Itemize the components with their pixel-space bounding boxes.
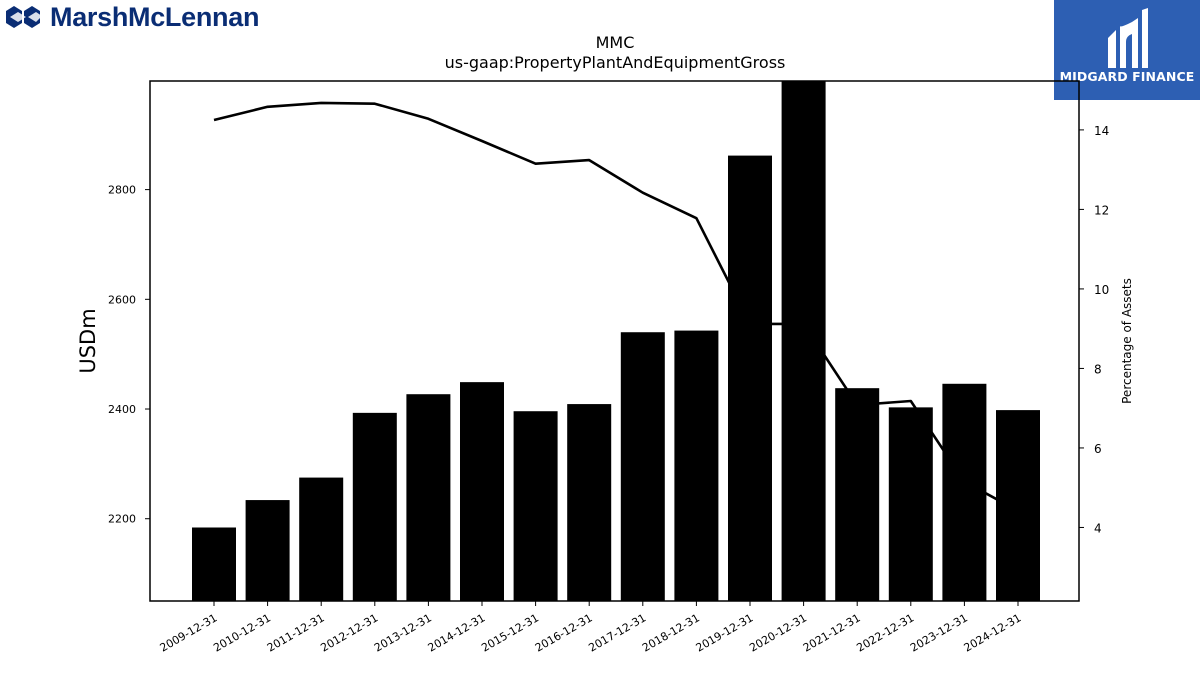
bar-2014-12-31 bbox=[460, 382, 504, 601]
percentage-line bbox=[213, 101, 1019, 512]
bar-2022-12-31 bbox=[888, 407, 933, 601]
midgard-finance-logo-icon bbox=[1108, 8, 1148, 68]
plot-frame bbox=[149, 80, 1080, 602]
x-tick-label: 2023-12-31 bbox=[908, 611, 970, 654]
bar-2021-12-31 bbox=[835, 388, 880, 601]
bar-2023-12-31 bbox=[942, 383, 987, 601]
bar-2016-12-31 bbox=[567, 404, 612, 601]
bar-2010-12-31 bbox=[245, 500, 290, 601]
right-tick-label: 6 bbox=[1094, 442, 1102, 456]
x-tick-label: 2009-12-31 bbox=[158, 611, 220, 654]
right-tick-label: 14 bbox=[1094, 124, 1109, 138]
bar-2019-12-31 bbox=[728, 155, 772, 601]
midgard-finance-wordmark: MIDGARD FINANCE bbox=[1059, 69, 1195, 84]
chart-title: MMC bbox=[596, 33, 635, 52]
right-tick-label: 4 bbox=[1094, 521, 1102, 535]
line-group bbox=[213, 101, 1019, 512]
bar-2015-12-31 bbox=[513, 411, 558, 601]
bar-2013-12-31 bbox=[406, 394, 451, 601]
x-tick-label: 2011-12-31 bbox=[265, 611, 327, 654]
bars-group bbox=[192, 81, 1040, 601]
chart-subtitle: us-gaap:PropertyPlantAndEquipmentGross bbox=[445, 53, 786, 72]
y-axis-label: USDm bbox=[76, 308, 100, 373]
left-tick-label: 2200 bbox=[108, 513, 136, 526]
right-axis: 4 6 8 10 12 14 bbox=[1079, 124, 1109, 535]
x-tick-label: 2013-12-31 bbox=[372, 611, 434, 654]
x-tick-label: 2020-12-31 bbox=[747, 611, 809, 654]
right-tick-label: 8 bbox=[1094, 362, 1102, 376]
x-tick-label: 2022-12-31 bbox=[854, 611, 916, 654]
x-tick-label: 2010-12-31 bbox=[211, 611, 273, 654]
bar-2011-12-31 bbox=[299, 477, 344, 601]
x-tick-label: 2018-12-31 bbox=[640, 611, 702, 654]
x-axis: 2009-12-312010-12-312011-12-312012-12-31… bbox=[158, 601, 1024, 655]
marsh-mclennan-logo-icon bbox=[6, 6, 42, 28]
marsh-mclennan-logo: MarshMcLennan bbox=[4, 2, 259, 32]
bar-2012-12-31 bbox=[352, 412, 397, 601]
marsh-mclennan-wordmark: MarshMcLennan bbox=[50, 1, 260, 32]
bar-2024-12-31 bbox=[996, 410, 1040, 601]
bar-2018-12-31 bbox=[674, 330, 719, 601]
bar-2009-12-31 bbox=[192, 527, 236, 601]
x-tick-label: 2016-12-31 bbox=[533, 611, 595, 654]
x-tick-label: 2019-12-31 bbox=[694, 611, 756, 654]
x-tick-label: 2021-12-31 bbox=[801, 611, 863, 654]
right-tick-label: 12 bbox=[1094, 203, 1109, 217]
bar-2017-12-31 bbox=[620, 332, 665, 601]
x-tick-label: 2012-12-31 bbox=[318, 611, 380, 654]
right-tick-label: 10 bbox=[1094, 283, 1109, 297]
bar-2020-12-31 bbox=[781, 81, 826, 601]
x-tick-label: 2015-12-31 bbox=[479, 611, 541, 654]
left-tick-label: 2800 bbox=[108, 184, 136, 197]
y2-axis-label: Percentage of Assets bbox=[1120, 278, 1134, 404]
x-tick-label: 2024-12-31 bbox=[962, 611, 1024, 654]
left-tick-label: 2400 bbox=[108, 403, 136, 416]
left-tick-label: 2600 bbox=[108, 293, 136, 306]
x-tick-label: 2017-12-31 bbox=[586, 611, 648, 654]
left-axis: 2200 2400 2600 2800 bbox=[108, 184, 150, 526]
x-tick-label: 2014-12-31 bbox=[426, 611, 488, 654]
